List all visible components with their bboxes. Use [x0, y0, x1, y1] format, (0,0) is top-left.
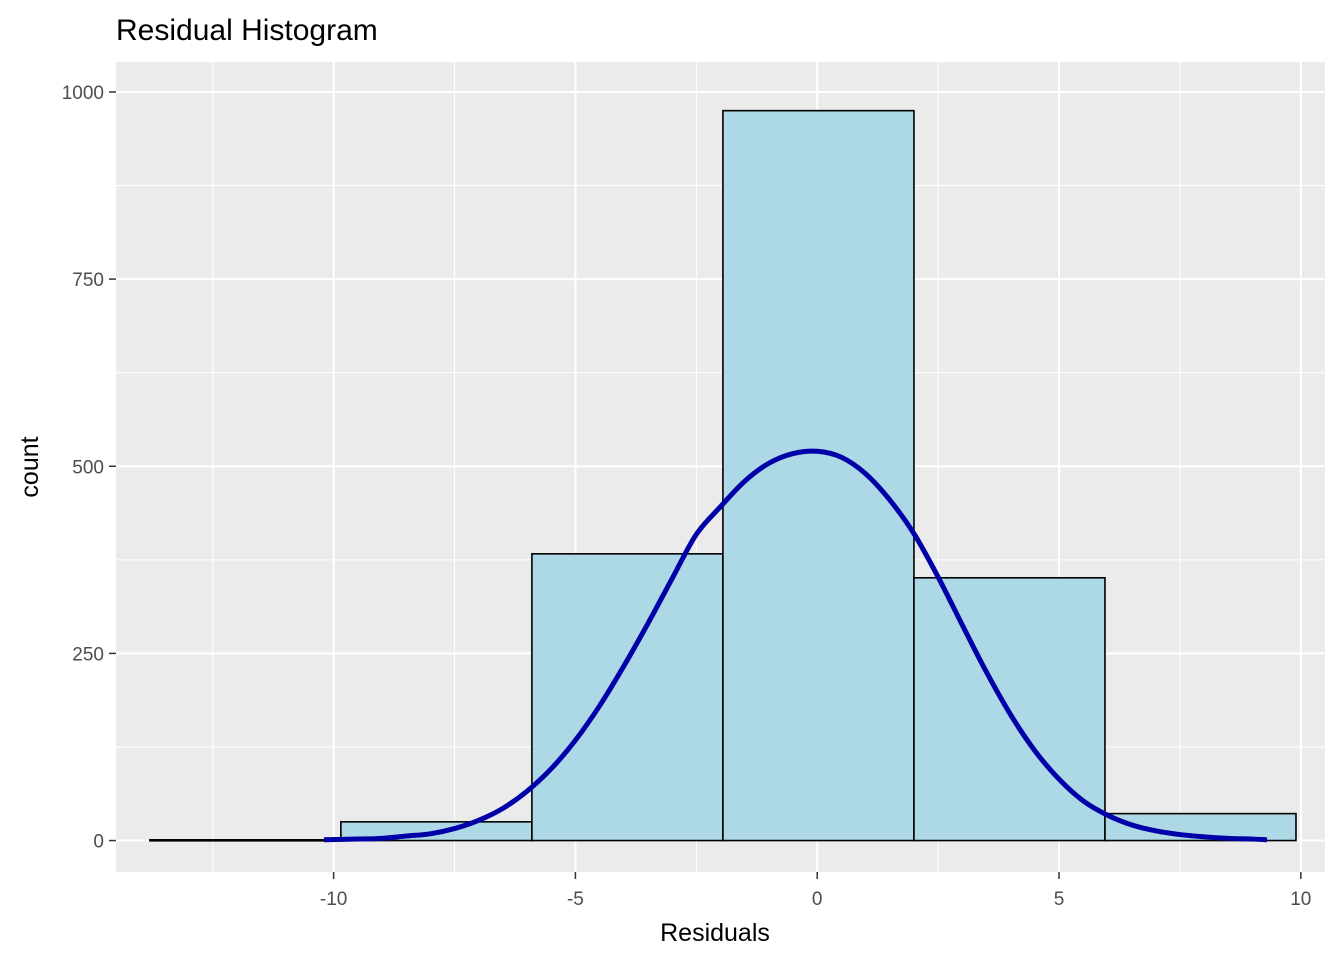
- x-tick-label: -10: [320, 889, 347, 910]
- x-axis-label: Residuals: [660, 919, 770, 947]
- y-tick-label: 750: [72, 270, 104, 291]
- y-tick-label: 250: [72, 644, 104, 665]
- x-tick-label: 5: [1054, 889, 1065, 910]
- density-curve: [323, 448, 1268, 843]
- histogram-bar: [531, 553, 724, 842]
- x-tick-label: 0: [812, 889, 823, 910]
- y-axis: 0 250 500 750 1000: [62, 83, 116, 853]
- y-axis-label: count: [16, 436, 44, 497]
- x-axis: -10 -5 0 5 10: [320, 872, 1311, 910]
- y-tick-label: 0: [93, 832, 104, 853]
- chart-title: Residual Histogram: [116, 14, 378, 47]
- histogram-bar: [149, 839, 342, 842]
- x-tick-label: -5: [567, 889, 584, 910]
- y-tick-label: 1000: [62, 83, 104, 104]
- x-tick-label: 10: [1290, 889, 1311, 910]
- y-tick-label: 500: [72, 457, 104, 478]
